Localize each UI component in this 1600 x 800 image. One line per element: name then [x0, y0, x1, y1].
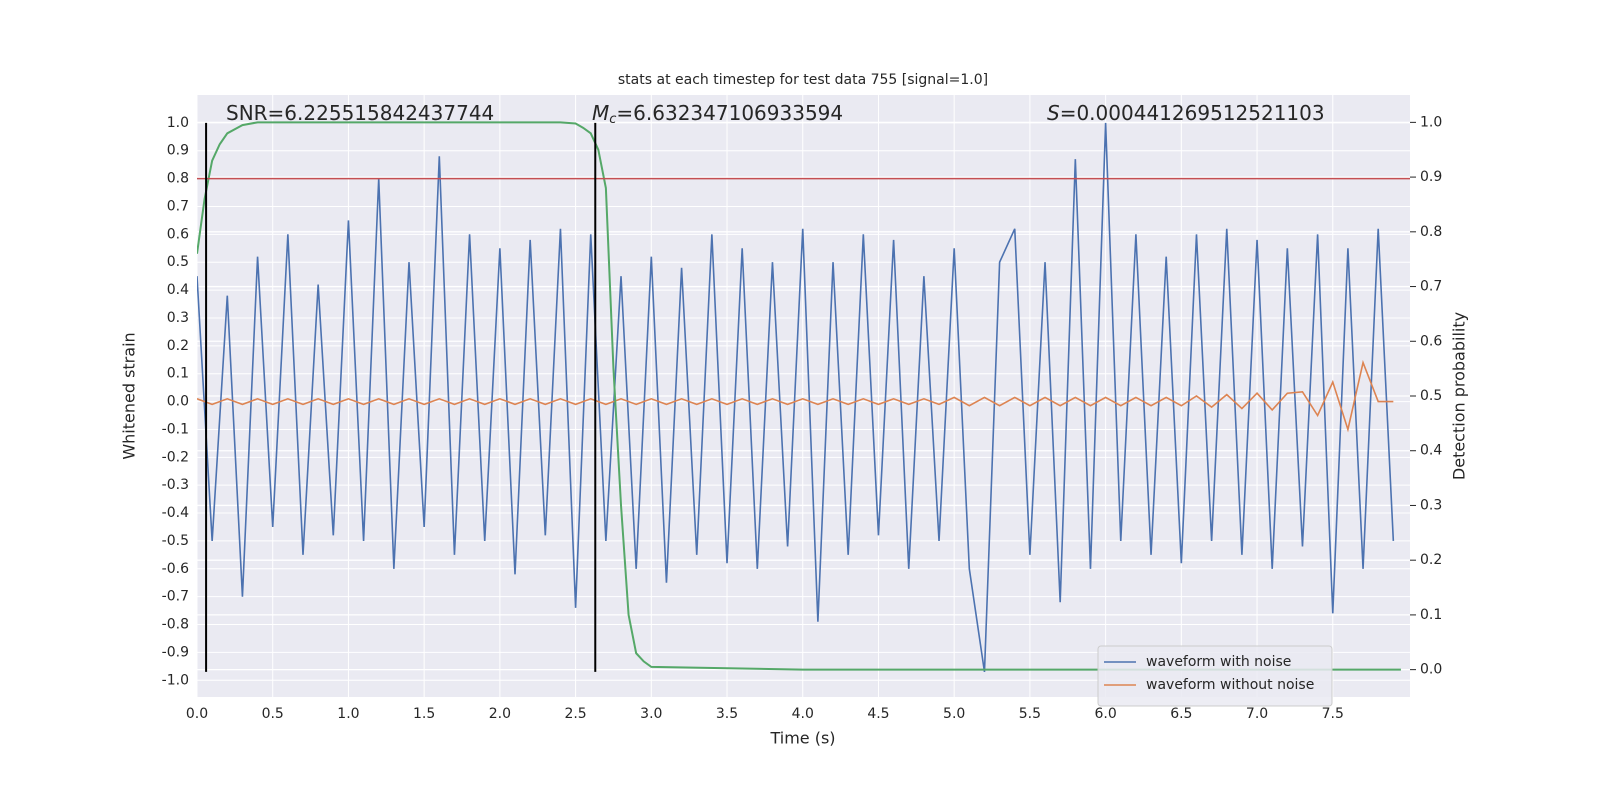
annotation-text: SNR=6.225515842437744 — [226, 101, 494, 125]
overlay: SNR=6.225515842437744 Mc=6.63234710693359… — [226, 101, 1333, 707]
series-line — [197, 359, 1394, 433]
legend-box — [1097, 645, 1333, 707]
y-tick-label: 0.9 — [167, 143, 189, 159]
marks — [197, 121, 1410, 673]
x-tick-label: 6.0 — [1094, 706, 1116, 722]
x-tick-label: 6.5 — [1170, 706, 1192, 722]
x-tick-label: 7.0 — [1246, 706, 1268, 722]
y-tick-label: -0.5 — [162, 533, 189, 549]
y-axis-label: Whitened strain — [120, 332, 139, 459]
y-tick-label: 1.0 — [167, 115, 189, 131]
y2-tick-label: 0.6 — [1420, 333, 1442, 349]
legend-label: waveform without noise — [1146, 677, 1314, 693]
y-tick-label: -0.1 — [162, 421, 189, 437]
y-tick-label: 0.1 — [167, 366, 189, 382]
x-tick-label: 5.0 — [943, 706, 965, 722]
y2-tick-label: 0.8 — [1420, 224, 1442, 240]
y2-axis-label: Detection probability — [1450, 312, 1469, 480]
x-tick-label: 3.5 — [716, 706, 738, 722]
x-tick-label: 2.5 — [564, 706, 586, 722]
y-tick-label: -1.0 — [162, 672, 189, 688]
x-axis-label: Time (s) — [769, 729, 835, 748]
y-tick-label: -0.6 — [162, 561, 189, 577]
annotation-subscript: c — [609, 112, 616, 127]
x-tick-label: 0.0 — [186, 706, 208, 722]
annotation: SNR=6.225515842437744 — [226, 101, 494, 125]
x-tick-label: 1.0 — [337, 706, 359, 722]
y-tick-label: 0.0 — [167, 394, 189, 410]
y-tick-label: 0.6 — [167, 226, 189, 242]
x-tick-label: 7.5 — [1322, 706, 1344, 722]
annotation: S=0.000441269512521103 — [1047, 101, 1325, 125]
y2-tick-label: 0.4 — [1420, 443, 1442, 459]
y-tick-label: -0.8 — [162, 617, 189, 633]
annotation-symbol: S — [1047, 101, 1060, 125]
y-tick-label: -0.9 — [162, 644, 189, 660]
y2-tick-label: 0.1 — [1420, 607, 1442, 623]
y-tick-label: 0.5 — [167, 254, 189, 270]
y2-tick-label: 0.7 — [1420, 279, 1442, 295]
legend-label: waveform with noise — [1146, 654, 1291, 670]
y2-tick-label: 0.0 — [1420, 662, 1442, 678]
series-line — [197, 122, 1395, 673]
y-tick-label: 0.3 — [167, 310, 189, 326]
y2-tick-label: 1.0 — [1420, 114, 1442, 130]
y-tick-label: 0.2 — [167, 338, 189, 354]
annotation-text: =6.632347106933594 — [616, 101, 843, 125]
y-tick-label: 0.4 — [167, 282, 189, 298]
x-tick-label: 1.5 — [413, 706, 435, 722]
y-tick-label: -0.7 — [162, 589, 189, 605]
y2-tick-label: 0.9 — [1420, 169, 1442, 185]
y2-tick-label: 0.3 — [1420, 497, 1442, 513]
y2-tick-label: 0.5 — [1420, 388, 1442, 404]
y2-tick-label: 0.2 — [1420, 552, 1442, 568]
x-tick-label: 5.5 — [1019, 706, 1041, 722]
annotation-symbol: M — [592, 101, 609, 125]
y-tick-label: 0.8 — [167, 171, 189, 187]
series-line — [197, 121, 1401, 671]
x-tick-label: 4.5 — [867, 706, 889, 722]
x-tick-label: 3.0 — [640, 706, 662, 722]
x-tick-label: 2.0 — [489, 706, 511, 722]
y-tick-label: -0.4 — [162, 505, 189, 521]
y-tick-label: -0.2 — [162, 449, 189, 465]
chart-title: stats at each timestep for test data 755… — [618, 72, 988, 88]
y-tick-label: -0.3 — [162, 477, 189, 493]
annotation-text: =0.000441269512521103 — [1060, 101, 1325, 125]
x-tick-label: 0.5 — [262, 706, 284, 722]
x-tick-label: 4.0 — [792, 706, 814, 722]
annotation: Mc=6.632347106933594 — [592, 101, 843, 127]
y-tick-label: 0.7 — [167, 198, 189, 214]
